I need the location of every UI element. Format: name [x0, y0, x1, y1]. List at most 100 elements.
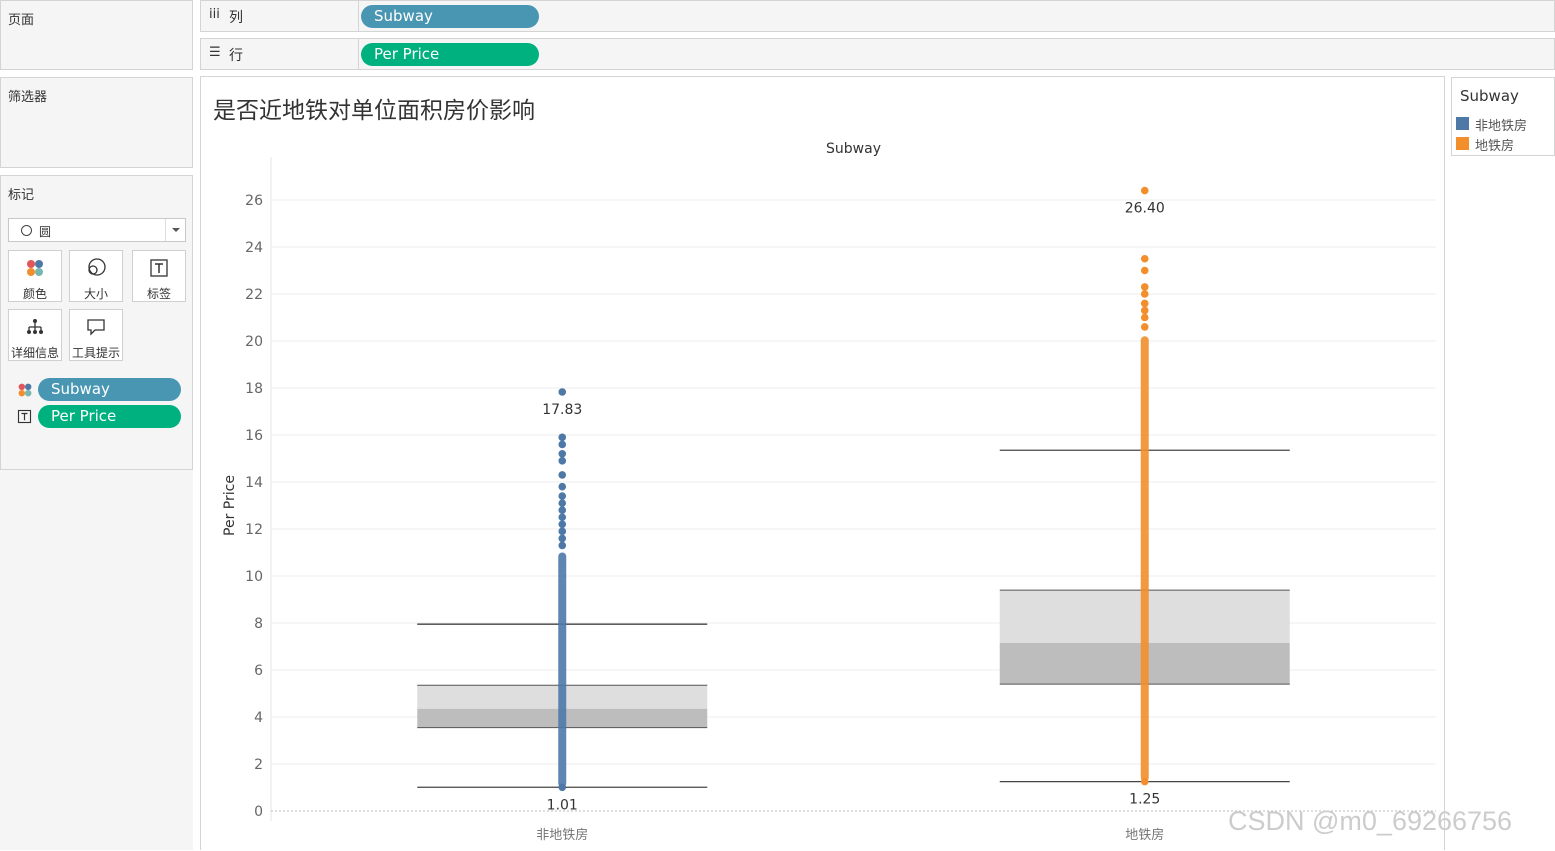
data-point-min[interactable]: [558, 783, 567, 792]
size-circles-icon: [70, 257, 122, 279]
data-point[interactable]: [558, 513, 567, 522]
legend-title: Subway: [1460, 87, 1519, 105]
chevron-down-icon[interactable]: [165, 219, 185, 241]
y-tick-label: 24: [245, 240, 263, 256]
text-label-icon: [133, 257, 185, 279]
legend-item-label: 非地铁房: [1475, 119, 1528, 134]
data-point[interactable]: [558, 534, 567, 543]
columns-shelf[interactable]: iii 列 Subway: [200, 0, 1555, 32]
columns-label: 列: [229, 10, 243, 26]
y-tick-label: 4: [254, 710, 263, 726]
data-label-max: 26.40: [1125, 201, 1165, 217]
marks-title: 标记: [8, 188, 35, 203]
y-tick-label: 12: [245, 522, 263, 538]
data-point-stack[interactable]: [558, 552, 567, 788]
size-button[interactable]: 大小: [69, 250, 123, 302]
left-sidebar-background: [0, 470, 193, 850]
rows-label: 行: [229, 48, 243, 64]
rows-shelf-label: ☰ 行: [201, 39, 359, 69]
filters-title: 筛选器: [8, 90, 48, 105]
y-tick-label: 26: [245, 193, 263, 209]
column-header: Subway: [826, 141, 881, 157]
text-label-icon: [17, 409, 32, 428]
data-label-min: 1.25: [1129, 792, 1160, 808]
y-tick-label: 10: [245, 569, 263, 585]
mark-type-label: 圆: [39, 225, 52, 239]
pages-title: 页面: [8, 13, 35, 28]
data-point[interactable]: [558, 520, 567, 529]
watermark: CSDN @m0_69266756: [1228, 806, 1513, 836]
tooltip-bubble-icon: [70, 316, 122, 338]
data-point[interactable]: [1140, 299, 1149, 308]
y-tick-label: 18: [245, 381, 263, 397]
per-price-mark-pill[interactable]: Per Price: [38, 405, 181, 428]
data-point[interactable]: [558, 433, 567, 442]
data-point[interactable]: [1140, 290, 1149, 298]
marks-panel: 标记 圆 颜色 大小 标签: [0, 175, 193, 470]
label-button[interactable]: 标签: [132, 250, 186, 302]
data-point[interactable]: [558, 388, 567, 396]
rows-shelf[interactable]: ☰ 行 Per Price: [200, 38, 1555, 70]
chart-title: 是否近地铁对单位面积房价影响: [213, 98, 535, 124]
y-tick-label: 22: [245, 287, 263, 303]
circle-mark-icon: [21, 225, 32, 236]
data-point[interactable]: [558, 506, 567, 514]
label-button-label: 标签: [146, 287, 171, 301]
detail-button[interactable]: 详细信息: [8, 309, 62, 361]
y-tick-label: 6: [254, 663, 263, 679]
columns-subway-pill[interactable]: Subway: [361, 5, 539, 28]
data-point[interactable]: [558, 457, 567, 465]
tooltip-button[interactable]: 工具提示: [69, 309, 123, 361]
data-point[interactable]: [1140, 254, 1149, 263]
data-point[interactable]: [558, 471, 567, 479]
color-button[interactable]: 颜色: [8, 250, 62, 302]
x-tick-label: 非地铁房: [536, 827, 588, 843]
data-point[interactable]: [1140, 283, 1149, 291]
data-point[interactable]: [558, 499, 567, 507]
y-axis-title: Per Price: [222, 475, 238, 536]
y-tick-label: 20: [245, 334, 263, 350]
data-point-stack[interactable]: [1140, 336, 1149, 782]
detail-button-label: 详细信息: [10, 346, 59, 360]
mark-type-dropdown[interactable]: 圆: [8, 218, 186, 242]
columns-icon: iii: [209, 7, 220, 22]
filters-panel[interactable]: 筛选器: [0, 77, 193, 168]
y-tick-label: 8: [254, 616, 263, 632]
y-tick-label: 2: [254, 757, 263, 773]
subway-mark-pill[interactable]: Subway: [38, 378, 181, 401]
data-label-min: 1.01: [547, 797, 578, 813]
data-label-max: 17.83: [542, 402, 582, 418]
columns-shelf-label: iii 列: [201, 1, 359, 31]
data-point[interactable]: [1140, 313, 1149, 322]
data-point[interactable]: [1140, 186, 1149, 195]
y-tick-label: 14: [245, 475, 263, 491]
detail-tree-icon: [9, 316, 61, 338]
color-button-label: 颜色: [22, 287, 47, 301]
color-dots-icon: [9, 257, 61, 279]
data-point[interactable]: [1140, 306, 1149, 315]
legend-item-label: 地铁房: [1475, 139, 1515, 154]
rows-icon: ☰: [209, 45, 221, 60]
data-point[interactable]: [558, 440, 567, 449]
data-point[interactable]: [558, 492, 567, 500]
y-tick-label: 0: [254, 804, 263, 820]
legend-swatch: [1456, 137, 1469, 150]
rows-per-price-pill[interactable]: Per Price: [361, 43, 539, 66]
data-point-min[interactable]: [1140, 777, 1149, 786]
color-dots-icon: [17, 382, 33, 402]
color-legend[interactable]: Subway 非地铁房 地铁房: [1451, 77, 1555, 156]
pages-panel: 页面: [0, 0, 193, 70]
data-point[interactable]: [558, 450, 567, 458]
data-point[interactable]: [1140, 323, 1149, 331]
x-tick-label: 地铁房: [1125, 827, 1164, 843]
chart-view[interactable]: 是否近地铁对单位面积房价影响 Subway 0 2 4 6 8 10 12 14 16 18 20 22…: [200, 76, 1445, 850]
data-point[interactable]: [558, 541, 567, 550]
data-point[interactable]: [1140, 266, 1149, 275]
legend-swatch: [1456, 117, 1469, 130]
size-button-label: 大小: [83, 287, 108, 301]
data-point[interactable]: [558, 527, 567, 536]
tooltip-button-label: 工具提示: [71, 346, 120, 360]
y-tick-label: 16: [245, 428, 263, 444]
data-point[interactable]: [558, 482, 567, 491]
